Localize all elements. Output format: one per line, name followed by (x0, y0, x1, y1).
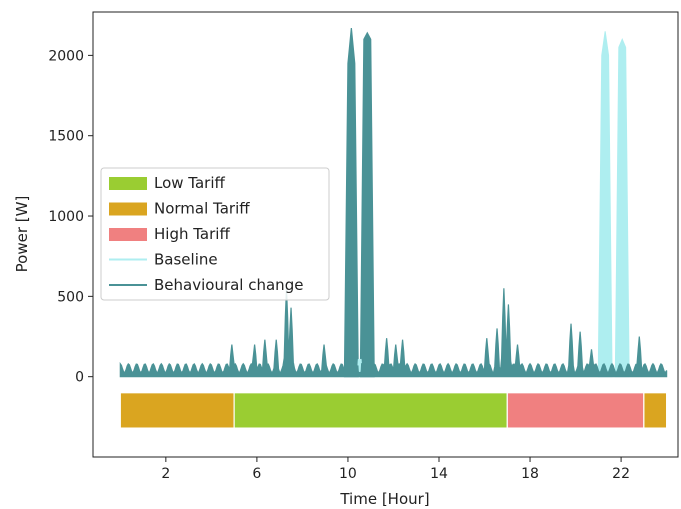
behavioural-area (119, 288, 668, 378)
behavioural-spike-1 (359, 31, 375, 378)
baseline-ripple (357, 358, 362, 372)
plot-area-frame (92, 11, 679, 458)
tariff-band-3 (643, 392, 668, 429)
legend-swatch-1 (109, 202, 147, 216)
legend-swatch-0 (109, 177, 147, 190)
legend-label-3: Baseline (154, 251, 218, 269)
y-axis-label: Power [W] (13, 196, 31, 273)
y-tick-label-4: 2000 (48, 48, 84, 64)
x-tick-label-1: 6 (252, 466, 261, 482)
behavioural-spike-0 (343, 28, 359, 378)
tariff-band-1 (233, 392, 508, 429)
baseline-spike-0 (597, 31, 613, 378)
tariff-band-0 (119, 392, 235, 429)
y-tick-label-1: 500 (57, 289, 84, 305)
x-axis-ticks: 2 6 10 14 18 22 (161, 457, 630, 482)
legend-label-1: Normal Tariff (154, 200, 250, 218)
legend-box (100, 167, 330, 301)
x-tick-label-3: 14 (430, 466, 448, 482)
y-tick-label-3: 1500 (48, 129, 84, 145)
legend-label-0: Low Tariff (154, 174, 226, 192)
series-behavioural-change (119, 28, 668, 378)
tariff-bands (119, 392, 668, 429)
baseline-spike-1 (614, 38, 630, 378)
y-axis-ticks: 0 500 1000 1500 2000 (48, 48, 93, 386)
y-tick-label-0: 0 (75, 370, 84, 386)
x-tick-label-0: 2 (161, 466, 170, 482)
x-tick-label-4: 18 (521, 466, 539, 482)
y-tick-label-2: 1000 (48, 209, 84, 225)
legend-swatch-2 (109, 228, 147, 241)
series-baseline (597, 31, 630, 378)
x-tick-label-2: 10 (339, 466, 357, 482)
legend-label-4: Behavioural change (154, 276, 303, 294)
legend: Low Tariff Normal Tariff High Tariff Baseli… (100, 167, 330, 301)
x-tick-label-5: 22 (612, 466, 630, 482)
tariff-band-2 (506, 392, 645, 429)
legend-label-2: High Tariff (154, 225, 230, 243)
x-axis-label: Time [Hour] (339, 490, 429, 508)
